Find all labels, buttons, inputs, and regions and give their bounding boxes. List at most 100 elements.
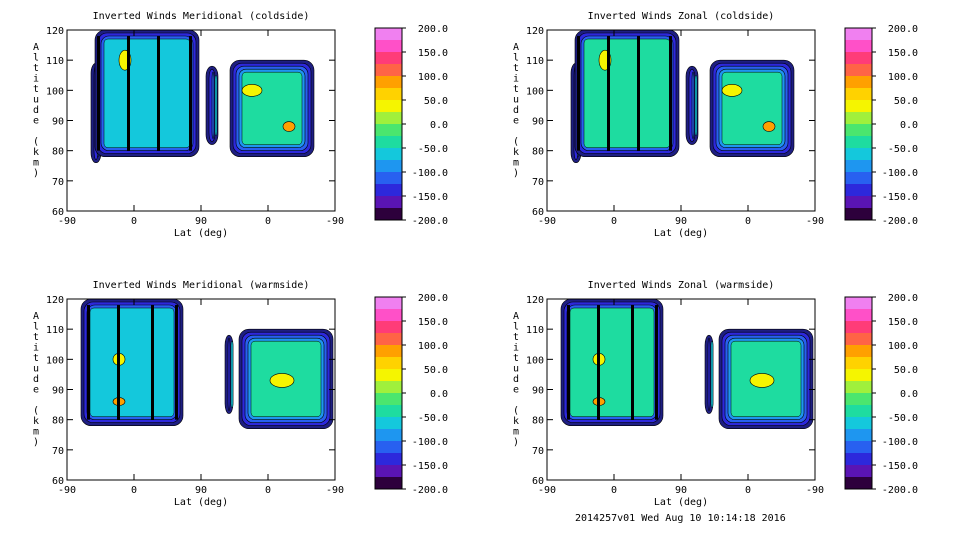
x-tick-label: -90: [538, 485, 556, 496]
region-c-core: [230, 340, 234, 408]
colorbar-segment: [375, 28, 402, 40]
colorbar-segment: [845, 405, 872, 417]
colorbar-segment: [375, 136, 402, 148]
colorbar-segment: [845, 52, 872, 64]
y-axis-label-char: A: [33, 42, 39, 53]
colorbar-segment: [375, 52, 402, 64]
colorbar-segment: [845, 124, 872, 136]
colorbar-label: -200.0: [882, 485, 918, 496]
y-tick-label: 60: [532, 207, 544, 218]
contour-stripe: [117, 305, 120, 420]
contour-stripe: [577, 36, 580, 151]
colorbar-segment: [845, 64, 872, 76]
colorbar-segment: [845, 381, 872, 393]
y-axis-label-char: i: [513, 343, 519, 354]
y-tick-label: 110: [526, 56, 544, 67]
colorbar-label: -100.0: [882, 168, 918, 179]
contour-stripe: [655, 305, 658, 420]
contour-stripe: [189, 36, 192, 151]
panel-3: Inverted Winds Meridional (warmside) 120 1…: [33, 280, 448, 508]
colorbar-segment: [375, 405, 402, 417]
chart-title: Inverted Winds Meridional (coldside): [93, 11, 310, 22]
y-tick-label: 70: [52, 177, 64, 188]
y-tick-label: 60: [52, 207, 64, 218]
y-tick-label: 60: [532, 476, 544, 487]
colorbar-label: 100.0: [888, 341, 918, 352]
y-tick-label: 100: [46, 355, 64, 366]
panel-1: Inverted Winds Meridional (coldside) 120 1…: [33, 11, 448, 239]
x-tick-label: -90: [806, 216, 824, 227]
y-axis-label-char: (: [513, 406, 519, 417]
max-contour: [762, 121, 776, 132]
y-axis-label-char: e: [513, 116, 519, 127]
colorbar-label: 200.0: [888, 24, 918, 35]
x-tick-label: -90: [326, 216, 344, 227]
colorbar-segment: [375, 345, 402, 357]
contour-stripe: [567, 305, 570, 420]
colorbar-segment: [845, 309, 872, 321]
colorbar-segment: [845, 441, 872, 453]
y-axis-label-char: i: [33, 74, 39, 85]
colorbar-segment: [375, 64, 402, 76]
x-tick-label: -90: [58, 216, 76, 227]
region-c-core: [710, 340, 714, 408]
region-b-core: [103, 38, 191, 148]
colorbar-segment: [375, 148, 402, 160]
x-axis-label: Lat (deg): [174, 228, 228, 239]
y-axis-label-char: (: [513, 137, 519, 148]
colorbar-label: -100.0: [882, 437, 918, 448]
colorbar-segment: [375, 453, 402, 465]
contour-field: [90, 29, 315, 164]
colorbar-label: 150.0: [418, 48, 448, 59]
colorbar-label: -200.0: [412, 216, 448, 227]
y-tick-label: 100: [526, 86, 544, 97]
colorbar-label: -150.0: [412, 461, 448, 472]
x-tick-label: -90: [806, 485, 824, 496]
region-c-core: [214, 74, 218, 136]
contour-stripe: [175, 305, 178, 420]
y-tick-label: 90: [52, 386, 64, 397]
colorbar-segment: [845, 357, 872, 369]
colorbar-segment: [375, 333, 402, 345]
colorbar-segment: [845, 196, 872, 208]
y-axis-label-char: l: [513, 53, 519, 64]
x-tick-label: 90: [675, 485, 687, 496]
y-tick-label: 100: [526, 355, 544, 366]
contour-stripe: [669, 36, 672, 151]
colorbar-segment: [375, 124, 402, 136]
region-c-band: [691, 71, 695, 139]
colorbar-segment: [845, 297, 872, 309]
y-axis-label-char: ): [33, 168, 39, 179]
y-axis-label-char: k: [33, 416, 39, 427]
colorbar-label: -200.0: [412, 485, 448, 496]
colorbar-segment: [375, 88, 402, 100]
y-tick-label: 120: [526, 295, 544, 306]
y-tick-label: 120: [46, 26, 64, 37]
colorbar-label: -100.0: [412, 437, 448, 448]
panel-2: Inverted Winds Zonal (coldside) 120 110 100…: [513, 11, 918, 239]
colorbar-segment: [375, 208, 402, 220]
colorbar-label: 50.0: [894, 96, 918, 107]
y-axis-label-char: A: [513, 42, 519, 53]
x-axis-label: Lat (deg): [654, 228, 708, 239]
contour-field: [560, 298, 814, 430]
contour-stripe: [157, 36, 160, 151]
colorbar-label: -50.0: [888, 144, 918, 155]
x-tick-label: 90: [195, 485, 207, 496]
colorbar-segment: [375, 40, 402, 52]
colorbar-label: 150.0: [888, 48, 918, 59]
contour-stripe: [151, 305, 154, 420]
y-tick-label: 120: [526, 26, 544, 37]
region-d-core: [241, 71, 303, 145]
region-c-core: [694, 74, 698, 136]
y-axis-label-char: t: [33, 353, 39, 364]
region-c-band: [211, 71, 215, 139]
y-axis-label-char: d: [513, 105, 519, 116]
colorbar-label: 0.0: [900, 120, 918, 131]
x-tick-label: 0: [745, 216, 751, 227]
y-axis-label-char: e: [513, 385, 519, 396]
colorbar-segment: [375, 184, 402, 196]
